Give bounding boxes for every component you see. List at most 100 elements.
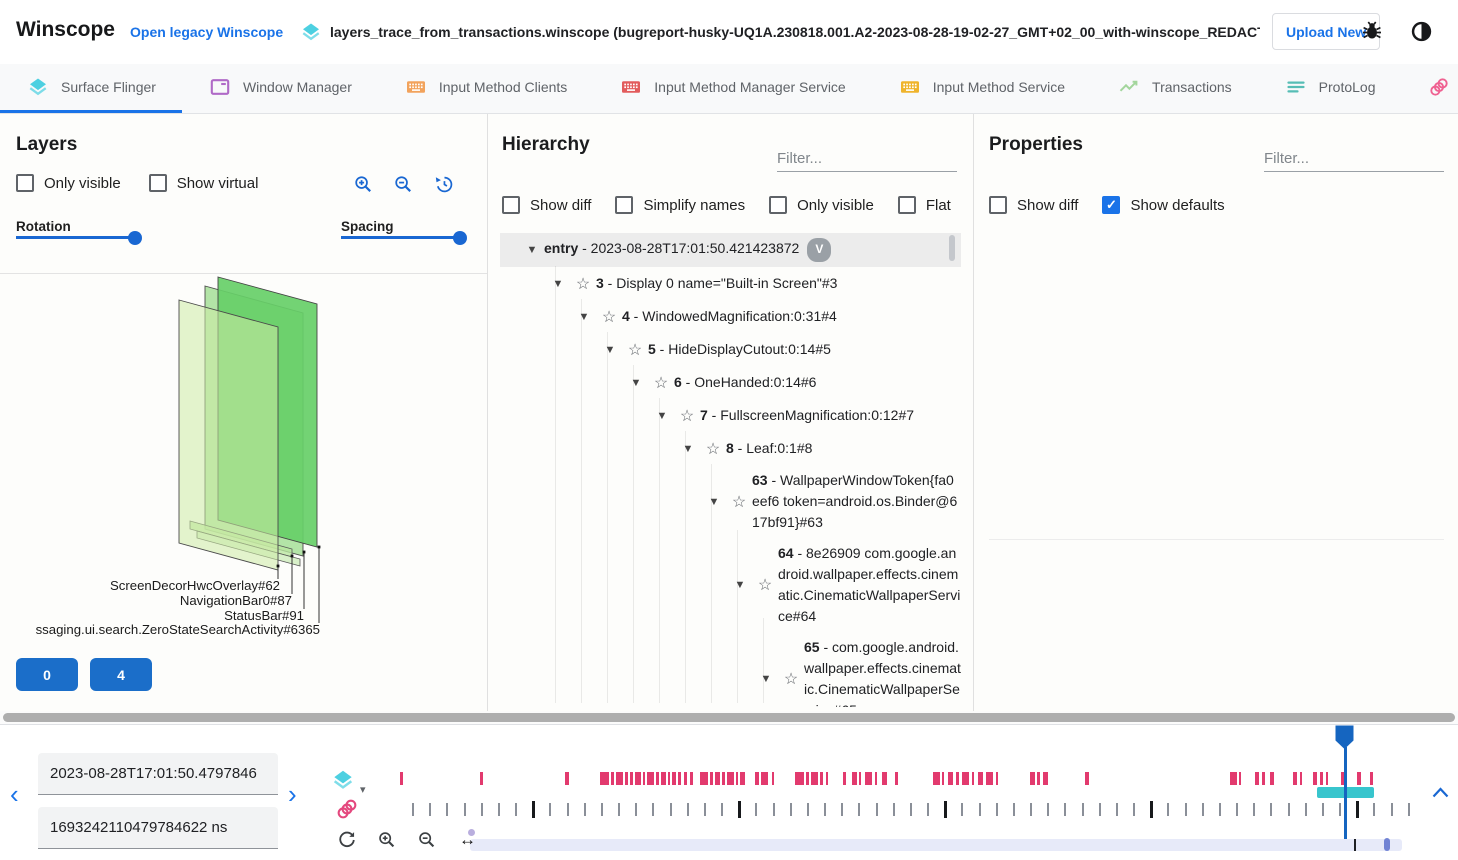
tab-transitions[interactable]: Transitions xyxy=(1401,64,1458,113)
timeline-frame-tick[interactable] xyxy=(772,803,775,816)
timeline-frame-tick-major[interactable] xyxy=(944,801,948,818)
timeline-frame-tick[interactable] xyxy=(961,803,964,816)
transition-mark[interactable] xyxy=(933,772,940,785)
transition-mark[interactable] xyxy=(1341,772,1345,785)
transition-mark[interactable] xyxy=(1313,772,1317,785)
transition-mark[interactable] xyxy=(1085,772,1089,785)
timeline-frame-tick[interactable] xyxy=(1098,803,1101,816)
star-icon[interactable]: ☆ xyxy=(601,308,617,326)
transition-mark[interactable] xyxy=(635,772,641,785)
checkbox-simplify-names[interactable]: Simplify names xyxy=(615,196,745,214)
properties-filter-input[interactable] xyxy=(1264,146,1444,172)
transition-mark[interactable] xyxy=(972,772,974,785)
spacing-slider[interactable] xyxy=(341,230,467,245)
chevron-down-icon[interactable]: ▼ xyxy=(682,442,694,455)
tab-transactions[interactable]: Transactions xyxy=(1091,64,1258,113)
human-timestamp-input[interactable] xyxy=(38,753,278,795)
tree-node-65[interactable]: ▼ ☆ 65 - com.google.android.wallpaper.effe… xyxy=(500,632,961,707)
transition-mark[interactable] xyxy=(647,772,654,785)
chevron-down-icon[interactable]: ▼ xyxy=(552,277,564,290)
transition-mark[interactable] xyxy=(616,772,623,785)
checkbox-show-diff[interactable]: Show diff xyxy=(989,196,1078,214)
transition-mark[interactable] xyxy=(1320,772,1323,785)
timeline-frame-tick[interactable] xyxy=(497,803,500,816)
timeline-frame-tick[interactable] xyxy=(566,803,569,816)
star-icon[interactable]: ☆ xyxy=(731,493,747,511)
transition-mark[interactable] xyxy=(882,772,887,785)
timeline-frame-tick[interactable] xyxy=(875,803,878,816)
transition-mark[interactable] xyxy=(948,772,953,785)
timeline-frame-tick-major[interactable] xyxy=(1150,801,1154,818)
transition-mark[interactable] xyxy=(826,772,828,785)
transition-mark[interactable] xyxy=(600,772,609,785)
tab-window-manager[interactable]: Window Manager xyxy=(182,64,378,113)
timeline-zoom-out-icon[interactable] xyxy=(416,829,438,856)
transition-mark[interactable] xyxy=(1030,772,1035,785)
timeline-frame-tick[interactable] xyxy=(1270,803,1273,816)
surface-flinger-track[interactable] xyxy=(400,801,1430,819)
next-entry-button[interactable]: › xyxy=(288,779,297,809)
timeline-cursor-line[interactable] xyxy=(1344,747,1347,839)
star-icon[interactable]: ☆ xyxy=(757,577,773,594)
star-icon[interactable]: ☆ xyxy=(705,440,721,458)
tab-input-method-clients[interactable]: Input Method Clients xyxy=(378,64,593,113)
chevron-down-icon[interactable]: ▼ xyxy=(604,343,616,356)
transition-mark[interactable] xyxy=(736,772,738,785)
transition-mark[interactable] xyxy=(1370,772,1373,785)
chevron-down-icon[interactable]: ▼ xyxy=(630,376,642,389)
upload-new-button[interactable]: Upload New xyxy=(1272,13,1381,50)
timeline-frame-tick[interactable] xyxy=(600,803,603,816)
chevron-down-icon[interactable]: ▼ xyxy=(526,244,538,256)
transition-mark[interactable] xyxy=(740,772,745,785)
timeline-frame-tick[interactable] xyxy=(1321,803,1324,816)
transition-mark[interactable] xyxy=(761,772,768,785)
star-icon[interactable]: ☆ xyxy=(783,671,799,688)
transition-mark[interactable] xyxy=(978,772,983,785)
tree-node-3[interactable]: ▼ ☆ 3 - Display 0 name="Built-in Screen"#3 xyxy=(500,267,961,300)
timeline-cursor-handle[interactable] xyxy=(1335,725,1354,750)
unchecked-box-icon[interactable] xyxy=(16,174,34,192)
transition-mark[interactable] xyxy=(1255,772,1259,785)
timeline-frame-tick[interactable] xyxy=(446,803,449,816)
bug-report-icon[interactable] xyxy=(1360,19,1384,48)
surface-flinger-trace-icon[interactable] xyxy=(330,767,356,798)
transition-mark[interactable] xyxy=(895,772,898,785)
timeline-frame-tick[interactable] xyxy=(429,803,432,816)
transition-mark[interactable] xyxy=(986,772,993,785)
transition-mark[interactable] xyxy=(843,772,846,785)
timeline-frame-tick[interactable] xyxy=(1115,803,1118,816)
chevron-down-icon[interactable]: ▼ xyxy=(734,579,746,591)
transition-mark[interactable] xyxy=(962,772,969,785)
tree-node-entry[interactable]: ▼ entry - 2023-08-28T17:01:50.421423872 V xyxy=(500,233,961,267)
tab-protolog[interactable]: ProtoLog xyxy=(1258,64,1402,113)
transitions-trace-icon[interactable] xyxy=(334,796,360,827)
timeline-frame-tick[interactable] xyxy=(480,803,483,816)
timeline-frame-tick[interactable] xyxy=(1253,803,1256,816)
transition-mark[interactable] xyxy=(710,772,713,785)
timeline-frame-tick[interactable] xyxy=(927,803,929,816)
rotation-slider-thumb[interactable] xyxy=(128,230,142,245)
transition-mark[interactable] xyxy=(806,772,809,785)
transition-mark[interactable] xyxy=(625,772,628,785)
transition-mark[interactable] xyxy=(661,772,666,785)
timeline-frame-tick[interactable] xyxy=(892,803,895,816)
unchecked-box-icon[interactable] xyxy=(615,196,634,214)
scrollbar-thumb[interactable] xyxy=(3,713,1455,722)
tree-node-8[interactable]: ▼ ☆ 8 - Leaf:0:1#8 xyxy=(500,432,961,465)
transition-mark[interactable] xyxy=(865,772,872,785)
transition-mark[interactable] xyxy=(859,772,861,785)
timeline-frame-tick[interactable] xyxy=(721,803,723,816)
unchecked-box-icon[interactable] xyxy=(502,196,520,214)
transition-mark[interactable] xyxy=(722,772,725,785)
unchecked-box-icon[interactable] xyxy=(897,196,916,214)
main-horizontal-scrollbar[interactable] xyxy=(0,711,1458,724)
checked-box-icon[interactable]: ✓ xyxy=(1102,196,1121,214)
chevron-down-icon[interactable]: ▼ xyxy=(760,673,772,685)
transition-mark[interactable] xyxy=(656,772,659,785)
open-legacy-link[interactable]: Open legacy Winscope xyxy=(130,24,284,40)
checkbox-show-virtual[interactable]: Show virtual xyxy=(148,174,258,192)
dark-mode-icon[interactable] xyxy=(1408,18,1435,50)
transition-mark[interactable] xyxy=(684,772,687,785)
layer-rect-front[interactable] xyxy=(178,299,279,571)
zoom-out-icon[interactable] xyxy=(392,173,415,201)
